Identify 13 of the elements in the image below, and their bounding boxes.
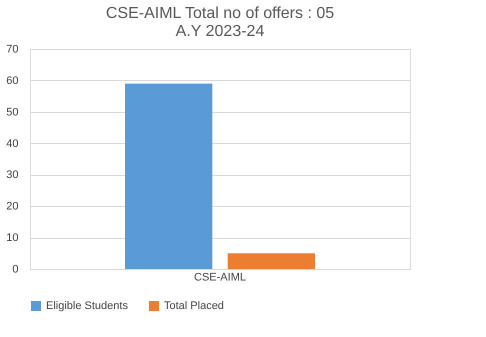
- y-tick-label: 30: [6, 169, 18, 182]
- x-tick-label: CSE-AIML: [194, 272, 246, 284]
- y-tick-label: 70: [6, 44, 18, 56]
- y-tick-label: 0: [12, 264, 18, 276]
- y-tick-label: 40: [6, 138, 18, 150]
- text: A.Y 2023-24: [176, 23, 264, 40]
- y-tick-label: 20: [6, 200, 18, 213]
- y-tick-label: 10: [6, 232, 18, 244]
- legend-label: Eligible Students: [46, 300, 128, 312]
- legend-label: Total Placed: [164, 300, 224, 312]
- y-tick-label: 50: [6, 106, 18, 118]
- text: CSE-AIML Total no of offers : 05: [106, 5, 334, 22]
- y-tick-label: 60: [6, 74, 18, 87]
